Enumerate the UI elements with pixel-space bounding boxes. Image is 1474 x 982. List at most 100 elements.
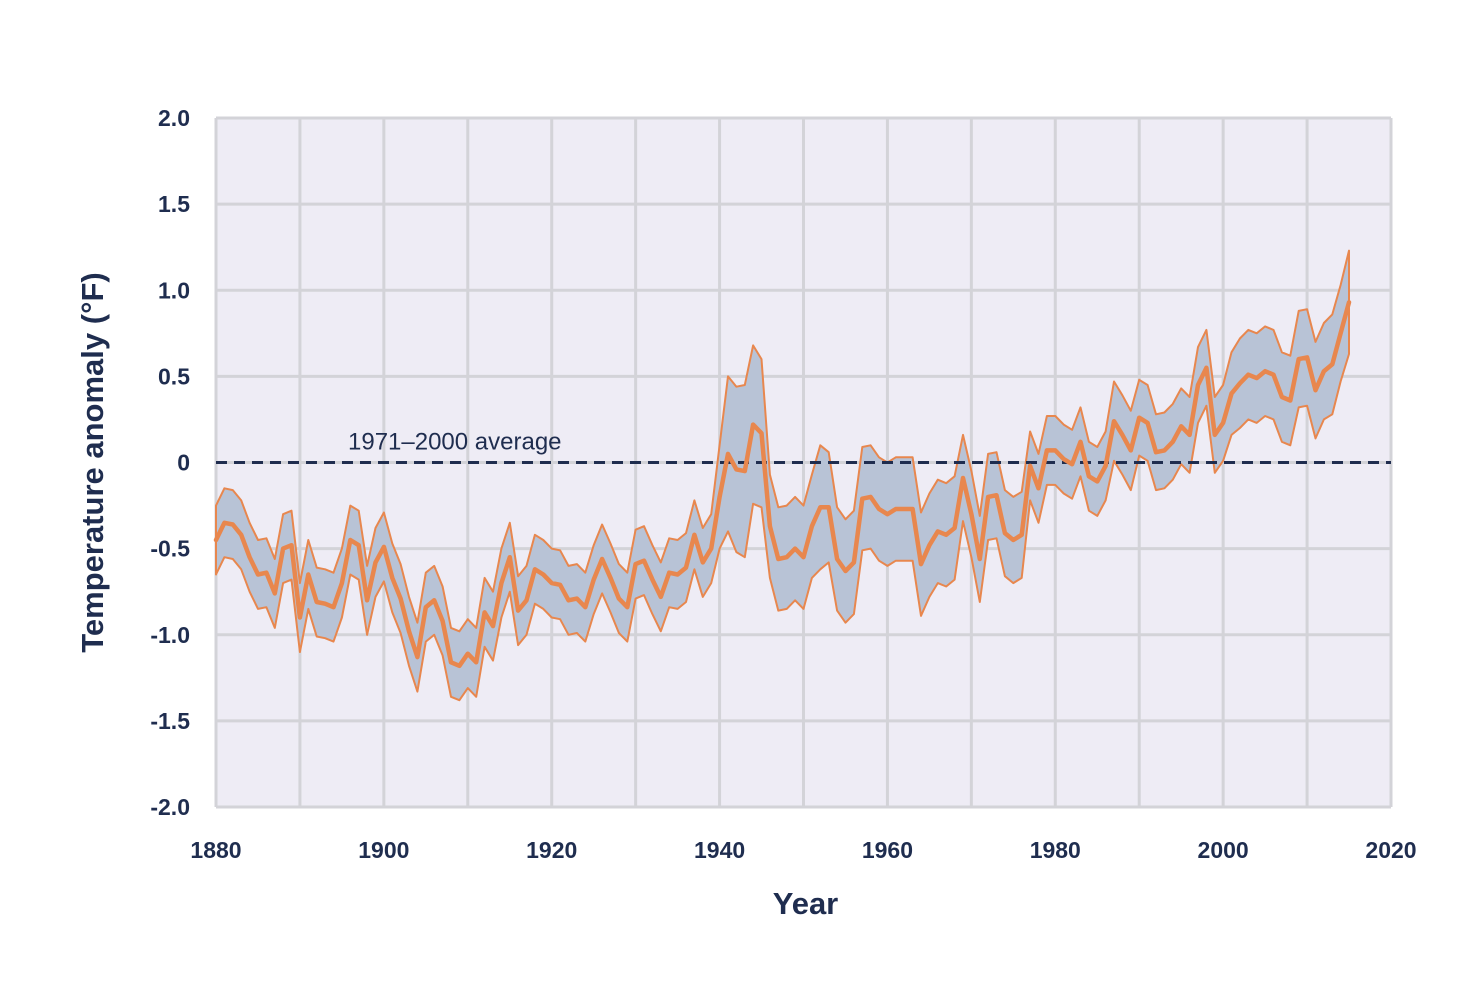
anomaly-point (306, 572, 310, 576)
anomaly-point (516, 609, 520, 613)
anomaly-point (1272, 373, 1276, 377)
y-tick-label: -1.0 (150, 622, 190, 648)
anomaly-point (617, 597, 621, 601)
anomaly-point (818, 505, 822, 509)
x-tick-label: 1960 (862, 837, 913, 863)
reference-line-label: 1971–2000 average (348, 429, 562, 456)
anomaly-point (533, 567, 537, 571)
anomaly-point (802, 555, 806, 559)
anomaly-point (1062, 457, 1066, 461)
anomaly-point (382, 545, 386, 549)
anomaly-point (1339, 331, 1343, 335)
anomaly-point (927, 543, 931, 547)
x-axis-ticks: 1880 1900 1920 1940 1960 1980 2000 2020 (190, 837, 1416, 863)
anomaly-point (323, 602, 327, 606)
anomaly-point (1330, 362, 1334, 366)
anomaly-point (600, 557, 604, 561)
anomaly-point (1347, 300, 1351, 304)
y-tick-label: 2.0 (158, 105, 190, 131)
anomaly-point (1028, 464, 1032, 468)
anomaly-point (525, 598, 529, 602)
anomaly-point (491, 624, 495, 628)
anomaly-point (357, 543, 361, 547)
anomaly-point (1288, 398, 1292, 402)
anomaly-point (499, 581, 503, 585)
anomaly-point (743, 469, 747, 473)
anomaly-point (692, 533, 696, 537)
anomaly-point (885, 512, 889, 516)
anomaly-point (1171, 440, 1175, 444)
anomaly-point (1188, 433, 1192, 437)
anomaly-point (231, 523, 235, 527)
anomaly-point (676, 572, 680, 576)
anomaly-point (877, 507, 881, 511)
anomaly-point (1112, 419, 1116, 423)
anomaly-point (1238, 381, 1242, 385)
anomaly-point (1011, 538, 1015, 542)
anomaly-point (1263, 369, 1267, 373)
anomaly-point (1070, 462, 1074, 466)
anomaly-point (642, 559, 646, 563)
anomaly-point (919, 562, 923, 566)
anomaly-point (1037, 486, 1041, 490)
anomaly-point (793, 547, 797, 551)
anomaly-point (214, 538, 218, 542)
y-tick-label: 0.5 (158, 363, 190, 389)
anomaly-point (558, 583, 562, 587)
anomaly-point (424, 605, 428, 609)
y-tick-label: 1.0 (158, 277, 190, 303)
anomaly-point (441, 619, 445, 623)
anomaly-point (667, 571, 671, 575)
anomaly-point (1053, 448, 1057, 452)
anomaly-point (1154, 450, 1158, 454)
anomaly-point (827, 505, 831, 509)
anomaly-point (1213, 433, 1217, 437)
anomaly-point (894, 507, 898, 511)
anomaly-point (1146, 421, 1150, 425)
anomaly-point (810, 524, 814, 528)
anomaly-line (213, 300, 1352, 669)
anomaly-point (457, 664, 461, 668)
anomaly-point (1204, 366, 1208, 370)
anomaly-point (1162, 448, 1166, 452)
anomaly-point (348, 538, 352, 542)
anomaly-point (1003, 531, 1007, 535)
anomaly-point (592, 578, 596, 582)
anomaly-point (273, 591, 277, 595)
anomaly-point (1297, 357, 1301, 361)
y-tick-label: -2.0 (150, 794, 190, 820)
anomaly-point (264, 571, 268, 575)
anomaly-point (659, 595, 663, 599)
anomaly-point (608, 576, 612, 580)
anomaly-point (835, 557, 839, 561)
anomaly-point (684, 566, 688, 570)
anomaly-point (944, 533, 948, 537)
anomaly-point (1196, 383, 1200, 387)
x-tick-label: 1980 (1030, 837, 1081, 863)
anomaly-point (1305, 355, 1309, 359)
anomaly-point (466, 652, 470, 656)
anomaly-point (365, 598, 369, 602)
anomaly-point (340, 581, 344, 585)
anomaly-point (1095, 479, 1099, 483)
anomaly-point (399, 597, 403, 601)
anomaly-point (1104, 464, 1108, 468)
anomaly-point (1120, 433, 1124, 437)
anomaly-point (239, 533, 243, 537)
anomaly-point (1230, 392, 1234, 396)
anomaly-point (415, 655, 419, 659)
anomaly-point (483, 610, 487, 614)
x-axis-title: Year (773, 886, 839, 921)
anomaly-point (768, 524, 772, 528)
anomaly-point (332, 605, 336, 609)
anomaly-point (290, 543, 294, 547)
anomaly-point (1322, 369, 1326, 373)
anomaly-point (1280, 395, 1284, 399)
anomaly-point (508, 555, 512, 559)
anomaly-point (1078, 440, 1082, 444)
y-tick-label: 0 (177, 450, 190, 476)
anomaly-point (449, 660, 453, 664)
anomaly-point (1045, 448, 1049, 452)
anomaly-point (432, 598, 436, 602)
